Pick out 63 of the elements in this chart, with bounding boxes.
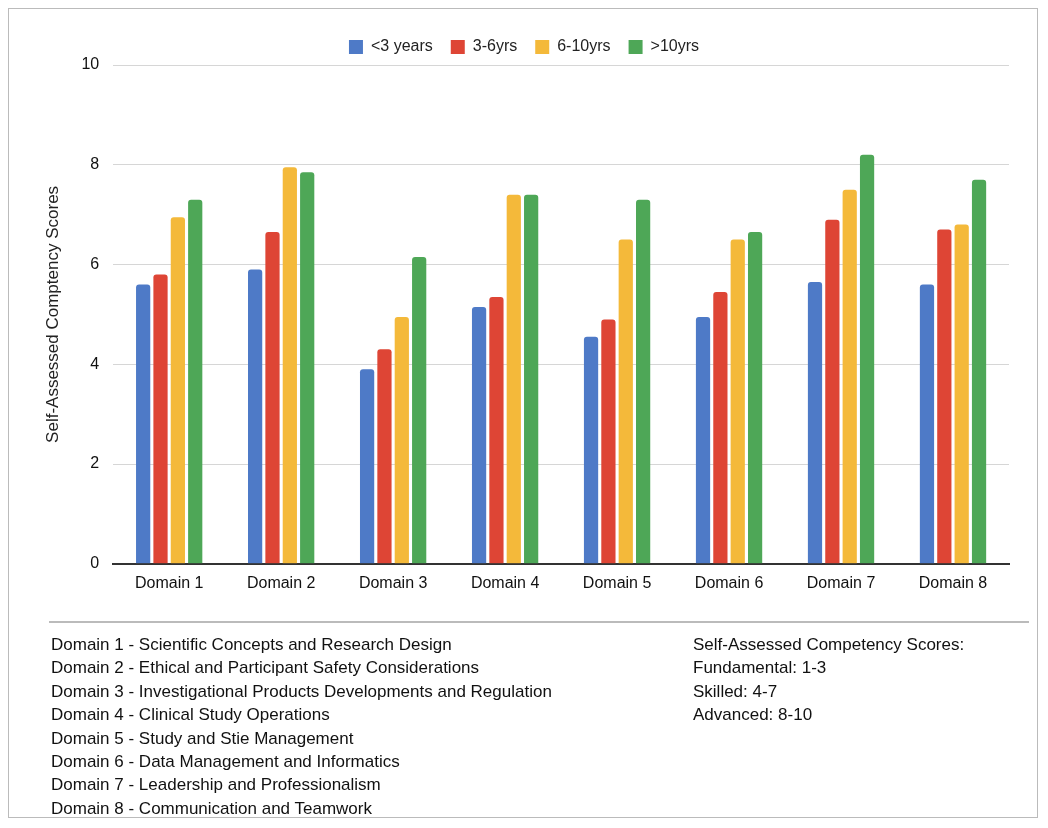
bar [713, 291, 728, 564]
bar [583, 336, 599, 564]
bar [153, 274, 168, 564]
y-tick-label: 8 [90, 155, 100, 173]
bar [188, 199, 203, 564]
bar [937, 229, 952, 564]
bar [136, 284, 151, 564]
x-tick-label: Domain 8 [918, 573, 988, 591]
bar [489, 296, 504, 564]
bar [954, 224, 969, 564]
x-tick-label: Domain 6 [694, 573, 764, 591]
bar [695, 316, 711, 564]
bar [618, 239, 633, 564]
bar [807, 281, 823, 564]
bar [524, 194, 539, 564]
bar [359, 369, 375, 564]
text: Domain 1 - Scientific Concepts and Research Design [51, 634, 453, 656]
x-tick-label: Domain 3 [358, 573, 428, 591]
text: Domain 5 - Study and Stie Management [51, 727, 355, 750]
bar [601, 319, 616, 564]
bar [394, 316, 409, 564]
bar [842, 189, 857, 564]
x-tick-label: Domain 4 [470, 573, 540, 591]
y-axis-title: Self-Assessed Comptency Scores [42, 185, 62, 443]
bar [825, 219, 840, 564]
bar [170, 217, 185, 564]
x-tick-label: Domain 7 [806, 573, 876, 591]
bar [471, 306, 487, 564]
y-tick-label: 2 [90, 454, 100, 472]
y-tick-label: 6 [90, 254, 100, 272]
legend-label: <3 years [370, 37, 433, 55]
legend-label: 3-6yrs [472, 37, 518, 55]
bar [265, 232, 280, 564]
y-tick-label: 0 [90, 554, 100, 572]
bar [506, 194, 521, 564]
text: Domain 3 - Investigational Products Developments and Regulation [51, 680, 553, 703]
legend-label: 6-10yrs [557, 37, 611, 55]
bar [636, 199, 651, 564]
x-tick-label: Domain 1 [134, 573, 204, 591]
x-tick-label: Domain 5 [582, 573, 652, 591]
bar [300, 172, 315, 564]
bar [377, 349, 392, 564]
text: Self-Assessed Competency Scores: [693, 634, 966, 656]
text: Domain 7 - Leadership and Professionalism [51, 774, 382, 797]
bar [747, 232, 763, 564]
bar [248, 269, 263, 564]
bar [412, 257, 427, 564]
x-tick-label: Domain 2 [246, 573, 316, 591]
text: Skilled: 4-7 [693, 680, 779, 703]
bar [730, 239, 745, 564]
y-tick-label: 10 [81, 55, 100, 73]
y-tick-label: 4 [90, 354, 100, 372]
legend-label: >10yrs [650, 37, 700, 55]
bar [919, 284, 935, 564]
text: Domain 8 - Communication and Teamwork [51, 797, 373, 820]
bar [859, 154, 875, 564]
bar [971, 179, 987, 564]
text: Domain 4 - Clinical Study Operations [51, 704, 331, 727]
bar [282, 167, 297, 564]
text: Fundamental: 1-3 [693, 657, 828, 680]
text: Domain 6 - Data Management and Informatics [51, 751, 401, 774]
text: Advanced: 8-10 [693, 704, 814, 727]
text: Domain 2 - Ethical and Participant Safety Considerations [51, 657, 481, 680]
